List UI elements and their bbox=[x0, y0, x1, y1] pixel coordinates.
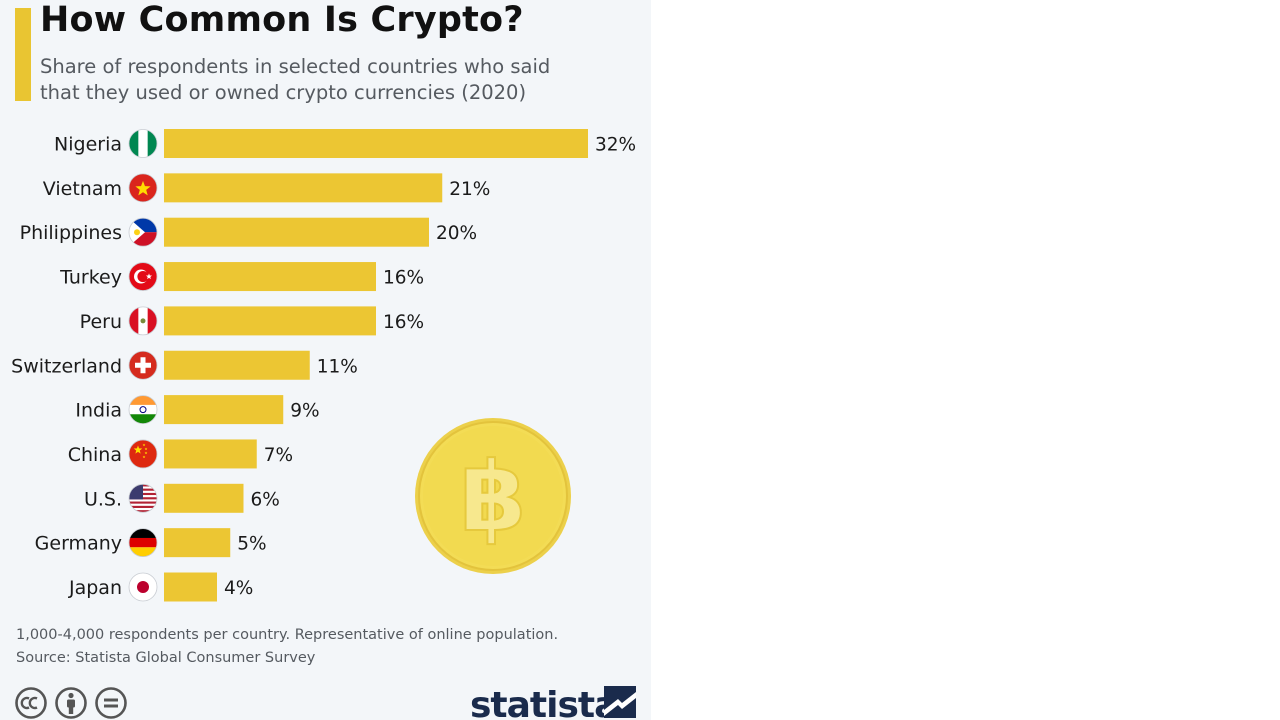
statista-mark-icon bbox=[604, 686, 636, 718]
category-label: Japan bbox=[68, 577, 122, 599]
nigeria-flag-icon bbox=[128, 129, 158, 158]
bar bbox=[164, 350, 310, 380]
statista-wordmark: statista bbox=[470, 685, 617, 720]
philippines-flag-icon bbox=[128, 217, 158, 247]
category-label: India bbox=[75, 400, 122, 422]
category-label: Switzerland bbox=[11, 355, 122, 377]
category-label: Turkey bbox=[59, 267, 122, 289]
category-label: Vietnam bbox=[43, 178, 122, 200]
category-label: Philippines bbox=[20, 222, 122, 244]
bar bbox=[164, 173, 443, 203]
category-label: China bbox=[68, 444, 122, 466]
subtitle-line-2: that they used or owned crypto currencie… bbox=[40, 81, 527, 104]
chart-title: How Common Is Crypto? bbox=[40, 0, 524, 40]
category-label: Germany bbox=[35, 533, 122, 555]
bar bbox=[164, 439, 257, 469]
category-label: Peru bbox=[80, 311, 122, 333]
value-label: 4% bbox=[224, 578, 253, 599]
category-label: Nigeria bbox=[54, 134, 122, 156]
value-label: 7% bbox=[264, 445, 293, 466]
bar bbox=[164, 528, 231, 558]
bar bbox=[164, 572, 217, 602]
turkey-flag-icon bbox=[128, 262, 158, 291]
footnote: 1,000-4,000 respondents per country. Rep… bbox=[16, 624, 558, 670]
license-icons bbox=[15, 687, 127, 719]
germany-flag-icon bbox=[128, 528, 158, 558]
bar bbox=[164, 129, 588, 158]
value-label: 16% bbox=[383, 268, 424, 289]
bar-chart: Nigeria 32% Vietnam 21% Philippines 20% Turkey… bbox=[11, 129, 636, 602]
value-label: 9% bbox=[290, 401, 319, 422]
value-label: 5% bbox=[237, 534, 266, 555]
china-flag-icon bbox=[128, 439, 158, 469]
footnote-notes: 1,000-4,000 respondents per country. Rep… bbox=[16, 627, 559, 643]
bar bbox=[164, 262, 376, 292]
attribution-icon bbox=[55, 687, 87, 719]
infographic-card: How Common Is Crypto? Share of responden… bbox=[0, 0, 651, 720]
bar bbox=[164, 217, 429, 247]
footnote-source: Source: Statista Global Consumer Survey bbox=[16, 650, 316, 666]
bar bbox=[164, 395, 284, 425]
bitcoin-coin-icon: ฿ bbox=[415, 418, 571, 574]
subtitle-line-1: Share of respondents in selected countri… bbox=[40, 55, 551, 78]
vietnam-flag-icon bbox=[128, 173, 158, 203]
peru-flag-icon bbox=[128, 306, 158, 336]
bar bbox=[164, 483, 244, 513]
no-derivatives-icon bbox=[95, 687, 127, 719]
cc-icon bbox=[15, 687, 47, 719]
bar bbox=[164, 306, 376, 336]
value-label: 32% bbox=[595, 135, 636, 156]
svg-text:฿: ฿ bbox=[460, 441, 527, 553]
value-label: 21% bbox=[449, 179, 490, 200]
india-flag-icon bbox=[128, 395, 158, 425]
value-label: 16% bbox=[383, 312, 424, 333]
switzerland-flag-icon bbox=[128, 350, 158, 380]
title-accent-bar bbox=[15, 8, 31, 101]
category-label: U.S. bbox=[84, 488, 122, 510]
value-label: 6% bbox=[251, 489, 280, 510]
statista-logo: statista bbox=[470, 685, 636, 720]
japan-flag-icon bbox=[128, 572, 158, 602]
value-label: 11% bbox=[317, 356, 358, 377]
chart-subtitle: Share of respondents in selected countri… bbox=[40, 54, 550, 106]
value-label: 20% bbox=[436, 223, 477, 244]
us-flag-icon bbox=[128, 483, 158, 513]
